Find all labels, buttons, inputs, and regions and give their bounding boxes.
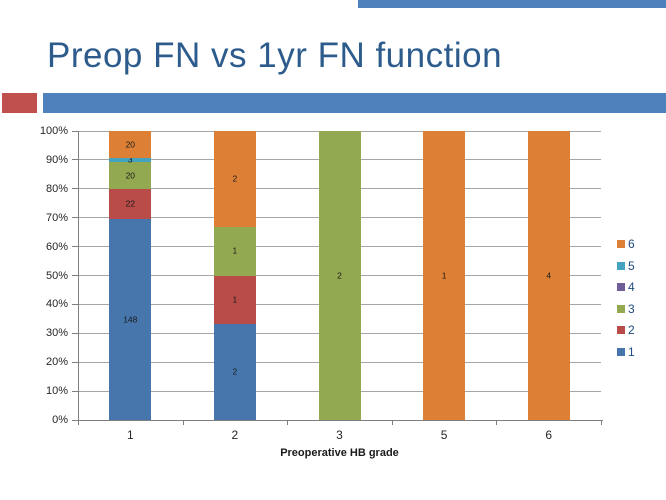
segment-data-label: 4 [546,270,552,280]
x-axis-label: 1 [126,428,134,442]
bar-segment-series-1: 2 [213,323,256,420]
legend-label: 6 [628,237,635,251]
segment-data-label: 2 [232,173,238,184]
legend-label: 5 [628,258,635,273]
y-axis-label: 50% [45,269,68,282]
legend-swatch [617,283,625,291]
segment-data-label: 1 [441,270,447,280]
bar-segment-series-1: 148 [109,219,152,420]
legend-swatch [617,261,625,270]
y-axis-line [78,131,79,421]
x-axis-tick [496,420,498,425]
y-axis-tick [72,130,78,132]
y-axis-tick [72,419,78,421]
legend-swatch [617,326,625,334]
y-axis-tick [72,303,78,305]
legend-swatch [617,304,625,313]
x-axis-tick [391,420,393,425]
legend-label: 4 [628,280,635,294]
bar-segment-series-6: 20 [109,131,152,159]
segment-data-label: 3 [127,154,133,165]
y-axis-label: 90% [45,153,68,166]
bar-category-1: 148 22 20 3 20 [109,131,152,420]
y-axis-tick [72,361,78,363]
title-underline-blue-bar [43,93,666,113]
y-axis-label: 100% [39,125,68,137]
legend-item-6: 6 [617,237,662,251]
bar-segment-series-3: 20 [109,162,152,190]
legend-swatch [617,347,625,356]
segment-data-label: 1 [232,294,238,305]
x-axis-label: 6 [545,428,553,442]
bar-segment-series-6: 2 [213,131,256,228]
legend: 6 5 4 3 2 1 [617,237,662,366]
x-axis-label: 2 [231,428,239,442]
y-axis-label: 80% [45,182,68,195]
bar-category-6: 4 [527,131,570,420]
segment-data-label: 20 [125,139,136,150]
bar-category-2: 2 1 1 2 [213,131,256,420]
bar-segment-series-2: 1 [213,275,256,324]
y-axis-label: 10% [45,385,68,398]
y-axis-label: 20% [45,356,68,369]
legend-label: 1 [628,344,635,359]
bar-segment-series-5: 3 [109,154,152,165]
y-axis-label: 0% [52,414,68,426]
y-axis-tick [72,275,78,276]
y-axis-tick [72,217,78,219]
y-axis-tick [72,332,78,334]
x-axis-tick [182,420,184,425]
segment-data-label: 22 [125,198,136,209]
legend-item-2: 2 [617,323,662,337]
x-axis-line [78,420,603,421]
x-axis-tick [601,420,602,425]
x-axis-tick [287,420,289,425]
bar-category-5: 1 [423,131,466,420]
y-axis-tick [72,159,78,161]
bar-category-3: 2 [318,131,361,420]
x-axis-title: Preoperative HB grade [280,447,399,459]
y-axis-tick [72,390,78,392]
legend-swatch [617,240,625,248]
segment-data-label: 2 [337,270,342,280]
legend-item-4: 4 [617,280,662,294]
segment-data-label: 148 [123,314,138,325]
legend-label: 3 [628,301,635,316]
bar-segment-series-3: 1 [213,227,256,276]
slide-title: Preop FN vs 1yr FN function [47,36,503,75]
bar-segment-series-2: 22 [109,189,152,220]
x-axis-tick [78,420,79,425]
legend-item-5: 5 [617,259,662,273]
segment-data-label: 20 [125,170,136,181]
x-axis-label: 5 [440,428,448,442]
title-underline-red-square [2,93,37,113]
segment-data-label: 2 [232,366,238,377]
bar-segment-series-6: 4 [527,131,570,420]
legend-item-3: 3 [617,302,662,316]
bar-segment-series-6: 1 [423,131,466,420]
bar-segment-series-3: 2 [318,131,361,420]
top-accent-bar [358,0,666,8]
x-axis-label: 3 [336,428,343,442]
y-axis-tick [72,246,78,248]
legend-item-1: 1 [617,345,662,359]
legend-label: 2 [628,323,635,337]
segment-data-label: 1 [232,245,238,256]
y-axis-label: 70% [45,211,68,224]
y-axis-tick [72,188,78,190]
y-axis-label: 30% [45,327,68,340]
y-axis-label: 40% [45,298,68,311]
y-axis-label: 60% [45,240,68,253]
